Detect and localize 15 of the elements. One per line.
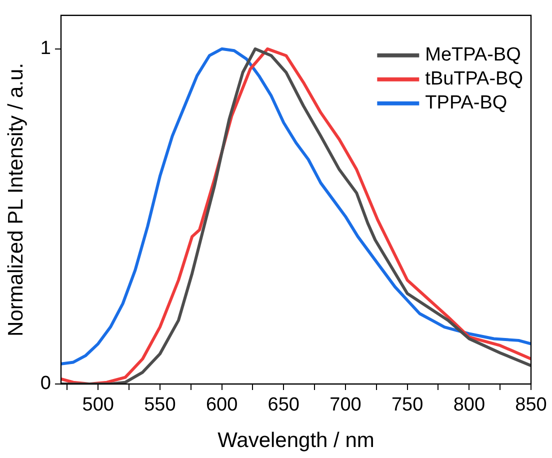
x-tick-label: 600: [206, 394, 238, 416]
y-tick-label: 1: [40, 38, 51, 60]
x-tick-label: 650: [268, 394, 300, 416]
x-tick-label: 700: [330, 394, 362, 416]
x-tick-label: 550: [144, 394, 176, 416]
y-axis-title: Normalized PL Intensity / a.u.: [4, 62, 28, 336]
legend-label: tBuTPA-BQ: [425, 68, 524, 90]
x-tick-label: 750: [391, 394, 424, 416]
x-tick-label: 850: [515, 394, 547, 416]
y-tick-label: 0: [40, 373, 51, 394]
x-tick-label: 500: [82, 394, 114, 416]
legend-label: MeTPA-BQ: [425, 44, 521, 66]
legend-label: TPPA-BQ: [425, 92, 508, 114]
x-axis-title: Wavelength / nm: [218, 429, 374, 452]
x-tick-label: 800: [453, 394, 486, 416]
